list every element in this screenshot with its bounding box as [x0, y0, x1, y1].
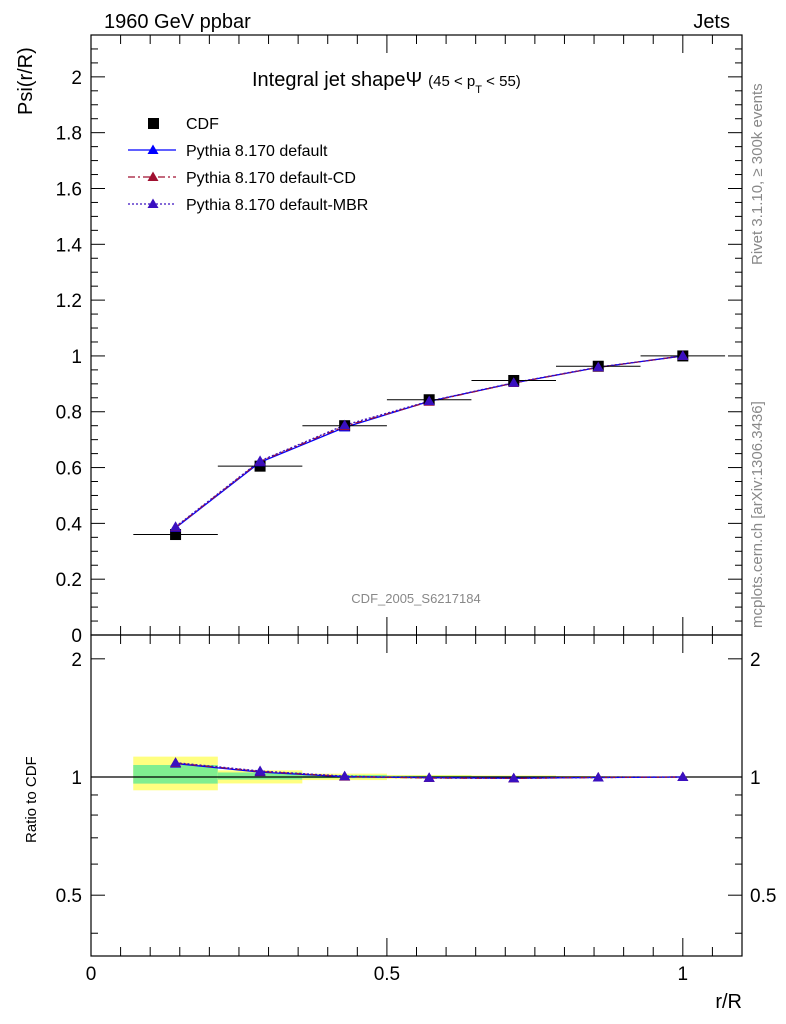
ratio-tick-labels: 0.5 0.5 1 1 2 2 0 0.5 1 — [56, 650, 777, 985]
x-tick-label: 0.5 — [374, 964, 400, 985]
main-y-tick-label: 0.4 — [56, 514, 83, 535]
cdf-data-point — [170, 529, 182, 541]
main-y-tick-label: 0.8 — [56, 403, 82, 424]
ratio-series-marker-2 — [592, 772, 604, 782]
legend-entry-pythia-cd: Pythia 8.170 default-CD — [128, 170, 356, 187]
title-text: Integral jet shape — [252, 69, 405, 91]
ratio-y-tick-label-right: 1 — [750, 768, 761, 789]
header-process-label: Jets — [693, 11, 730, 33]
series-line-1 — [175, 355, 683, 529]
ratio-series-marker-2 — [508, 772, 520, 783]
title-psi-symbol: Ψ — [405, 69, 422, 91]
title-range-subscript: T — [475, 84, 482, 96]
series-marker-3 — [170, 521, 182, 531]
ratio-series-marker-2 — [339, 770, 351, 781]
main-chart-title: Integral jet shapeΨ (45 < pT < 55) — [252, 69, 521, 96]
legend-marker-cd — [147, 171, 159, 181]
series-marker-3 — [677, 350, 689, 360]
series-marker-3 — [592, 361, 604, 372]
main-y-tick-label: 0.6 — [56, 459, 82, 480]
ratio-series-marker-2 — [254, 765, 266, 775]
main-y-axis-label: Psi(r/R) — [15, 47, 37, 115]
series-marker-3 — [254, 455, 266, 465]
series-marker-3 — [508, 377, 520, 387]
main-series-group — [133, 350, 726, 541]
main-y-tick-label: 1.8 — [56, 124, 82, 145]
main-y-tick-label: 1.2 — [56, 291, 82, 312]
series-line-2 — [175, 355, 683, 528]
main-y-tick-label: 0.2 — [56, 570, 82, 591]
x-axis-label: r/R — [715, 991, 742, 1013]
ratio-y-tick-label: 0.5 — [56, 886, 82, 907]
main-y-tick-label: 1.6 — [56, 179, 82, 200]
legend-marker-square — [148, 118, 159, 129]
ratio-series-marker-2 — [423, 772, 435, 782]
series-marker-3 — [339, 419, 351, 430]
legend: CDF Pythia 8.170 default Pythia 8.170 de… — [128, 116, 368, 214]
title-range: (45 < p — [428, 73, 475, 90]
ratio-y-axis-label: Ratio to CDF — [23, 756, 40, 843]
legend-entry-cdf: CDF — [148, 116, 219, 133]
legend-marker-mbr — [147, 198, 159, 208]
ratio-axis-ticks — [90, 635, 743, 956]
x-tick-label: 1 — [678, 964, 689, 985]
legend-label-default: Pythia 8.170 default — [186, 143, 328, 160]
main-y-tick-label: 0 — [71, 626, 82, 647]
ratio-y-tick-label: 2 — [71, 650, 82, 671]
legend-label-cd: Pythia 8.170 default-CD — [186, 170, 356, 187]
main-y-tick-label: 2 — [71, 68, 82, 89]
legend-marker-default — [147, 144, 159, 154]
legend-entry-pythia-default: Pythia 8.170 default — [128, 143, 328, 160]
main-y-tick-labels: 0 0.2 0.4 0.6 0.8 1 1.2 1.4 1.6 1.8 2 — [56, 68, 83, 647]
series-marker-3 — [423, 395, 435, 406]
ratio-series-marker-2 — [677, 771, 689, 782]
ratio-y-tick-label-right: 0.5 — [750, 886, 776, 907]
rivet-version-label: Rivet 3.1.10, ≥ 300k events — [749, 83, 766, 265]
ratio-series-marker-2 — [170, 757, 182, 767]
x-tick-label: 0 — [86, 964, 97, 985]
legend-entry-pythia-mbr: Pythia 8.170 default-MBR — [128, 197, 368, 214]
main-plot-panel: 0 0.2 0.4 0.6 0.8 1 1.2 1.4 1.6 1.8 2 — [56, 34, 743, 647]
ratio-band-inner — [133, 764, 218, 784]
ratio-y-tick-label-right: 2 — [750, 650, 761, 671]
legend-label-cdf: CDF — [186, 116, 219, 133]
title-range-end: < 55) — [482, 73, 521, 90]
analysis-id-label: CDF_2005_S6217184 — [351, 591, 480, 606]
ratio-plot-panel: 0.5 0.5 1 1 2 2 0 0.5 1 — [56, 634, 777, 985]
legend-label-mbr: Pythia 8.170 default-MBR — [186, 197, 368, 214]
ratio-y-tick-label: 1 — [71, 768, 82, 789]
main-y-tick-label: 1 — [71, 347, 82, 368]
mcplots-label: mcplots.cern.ch [arXiv:1306.3436] — [749, 401, 766, 628]
main-y-tick-label: 1.4 — [56, 235, 83, 256]
ratio-plot-frame — [90, 634, 743, 957]
series-line-3 — [175, 355, 683, 528]
main-axis-ticks — [90, 34, 743, 636]
ratio-series-group — [170, 757, 689, 783]
header-energy-label: 1960 GeV ppbar — [104, 11, 251, 33]
